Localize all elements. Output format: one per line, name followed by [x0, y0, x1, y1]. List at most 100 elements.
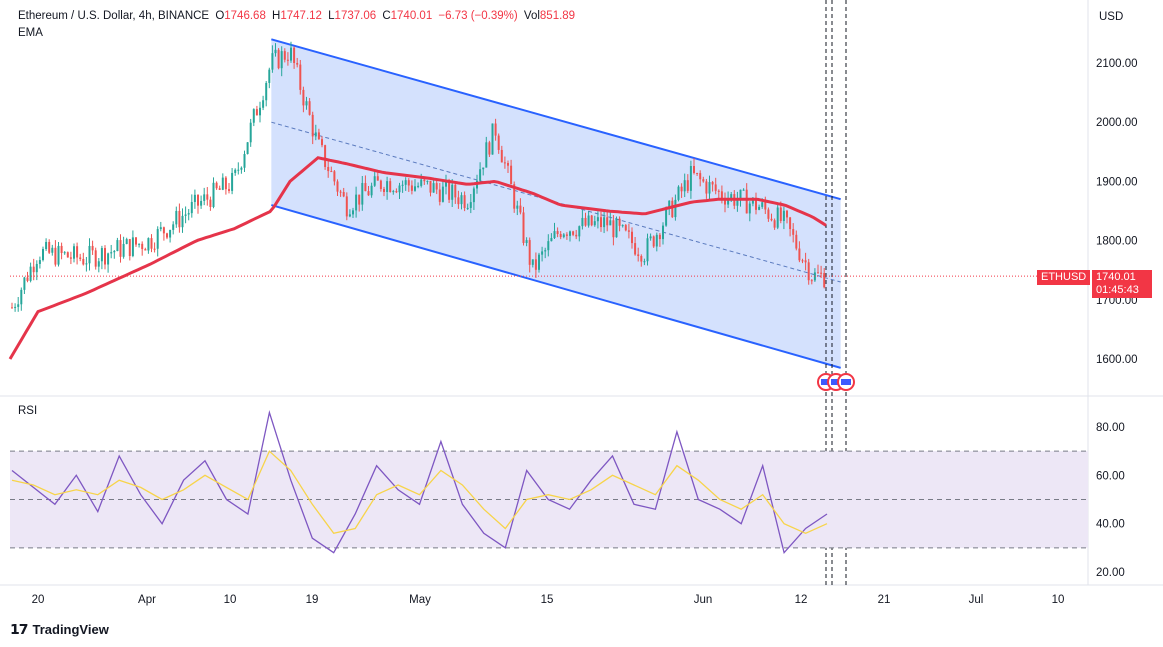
candle-body [708, 182, 711, 194]
candle-body [637, 254, 640, 256]
candle-body [271, 53, 274, 70]
candle-body [460, 195, 463, 205]
candle-body [538, 254, 540, 270]
candle-body [720, 191, 723, 199]
candle-body [290, 47, 292, 61]
candle-body [547, 241, 550, 251]
candle-body [228, 189, 230, 191]
candle-body [730, 194, 733, 199]
candle-body [277, 49, 280, 69]
candle-body [773, 220, 776, 228]
candle-body [122, 243, 125, 257]
candle-body [668, 200, 671, 209]
rsi-tick-label: 40.00 [1096, 519, 1125, 531]
candle-body [169, 229, 172, 238]
candle-body [485, 142, 488, 168]
candle-body [35, 263, 38, 273]
candle-body [507, 163, 509, 166]
candle-body [559, 234, 562, 238]
candle-body [531, 259, 534, 265]
candle-body [817, 272, 819, 274]
price-tick-label: 1900.00 [1096, 176, 1138, 188]
rsi-line [11, 409, 828, 555]
candle-body [488, 142, 491, 155]
candle-body [324, 145, 327, 167]
candle-body [104, 248, 106, 265]
tradingview-branding[interactable]: 𝟭𝟳 TradingView [10, 621, 109, 638]
candle-body [646, 238, 649, 262]
candle-body [79, 257, 82, 259]
candle-body [407, 180, 410, 186]
candle-body [66, 252, 69, 258]
candle-body [395, 191, 398, 193]
candle-body [696, 172, 699, 174]
candle-body [69, 257, 72, 259]
candle-body [711, 182, 714, 185]
candle-body [373, 176, 376, 186]
candle-body [336, 181, 339, 192]
candle-body [748, 203, 751, 214]
candle-body [231, 172, 234, 191]
candle-body [500, 149, 503, 163]
flag-icon-field [841, 379, 851, 385]
candle-body [138, 243, 141, 245]
candle-body [91, 245, 94, 251]
candle-body [209, 199, 212, 207]
candle-body [299, 64, 302, 90]
ema-indicator-label[interactable]: EMA [18, 27, 43, 39]
candle-body [398, 185, 401, 193]
candle-body [569, 231, 571, 236]
candle-body [401, 184, 404, 186]
candle-body [339, 191, 342, 193]
candle-body [11, 307, 13, 309]
candle-body [119, 240, 122, 257]
candle-body [125, 239, 128, 244]
candle-body [305, 101, 308, 106]
bar-countdown: 01:45:43 [1096, 284, 1139, 296]
candle-body [82, 258, 85, 265]
candle-body [283, 51, 286, 60]
candle-body [178, 210, 181, 228]
candle-body [544, 250, 547, 252]
flag-icon-field [831, 379, 841, 385]
candle-body [392, 191, 395, 193]
candle-body [94, 250, 97, 267]
candle-body [193, 194, 196, 202]
candle-body [789, 217, 792, 230]
symbol-title: Ethereum / U.S. Dollar, 4h, BINANCE [18, 10, 210, 22]
candle-body [206, 194, 209, 200]
candle-body [224, 177, 227, 190]
candle-body [252, 109, 255, 123]
candle-body [807, 262, 810, 281]
candle-body [159, 227, 162, 230]
candle-body [451, 184, 454, 200]
volume-value: 851.89 [539, 10, 576, 22]
candle-body [804, 260, 807, 263]
candle-body [494, 123, 497, 136]
candle-body [758, 206, 761, 210]
candle-body [755, 197, 757, 210]
candle-body [562, 234, 565, 238]
candle-body [181, 215, 184, 228]
candle-body [73, 246, 75, 259]
candle-body [386, 181, 389, 192]
candle-body [107, 253, 110, 265]
price-tick-label: 1800.00 [1096, 236, 1138, 248]
candle-body [237, 169, 240, 171]
candle-body [342, 192, 345, 197]
candle-body [141, 243, 144, 250]
candle-body [469, 202, 472, 208]
candle-body [32, 266, 35, 273]
candle-body [110, 252, 113, 254]
candle-body [652, 236, 655, 247]
candle-body [472, 188, 475, 203]
candle-body [308, 101, 311, 115]
candle-body [128, 239, 131, 256]
candle-body [513, 184, 516, 209]
brand-name: TradingView [32, 622, 109, 637]
rsi-indicator-label[interactable]: RSI [18, 405, 38, 417]
candle-body [417, 185, 420, 187]
candle-body [314, 132, 317, 137]
candle-body [463, 195, 466, 208]
